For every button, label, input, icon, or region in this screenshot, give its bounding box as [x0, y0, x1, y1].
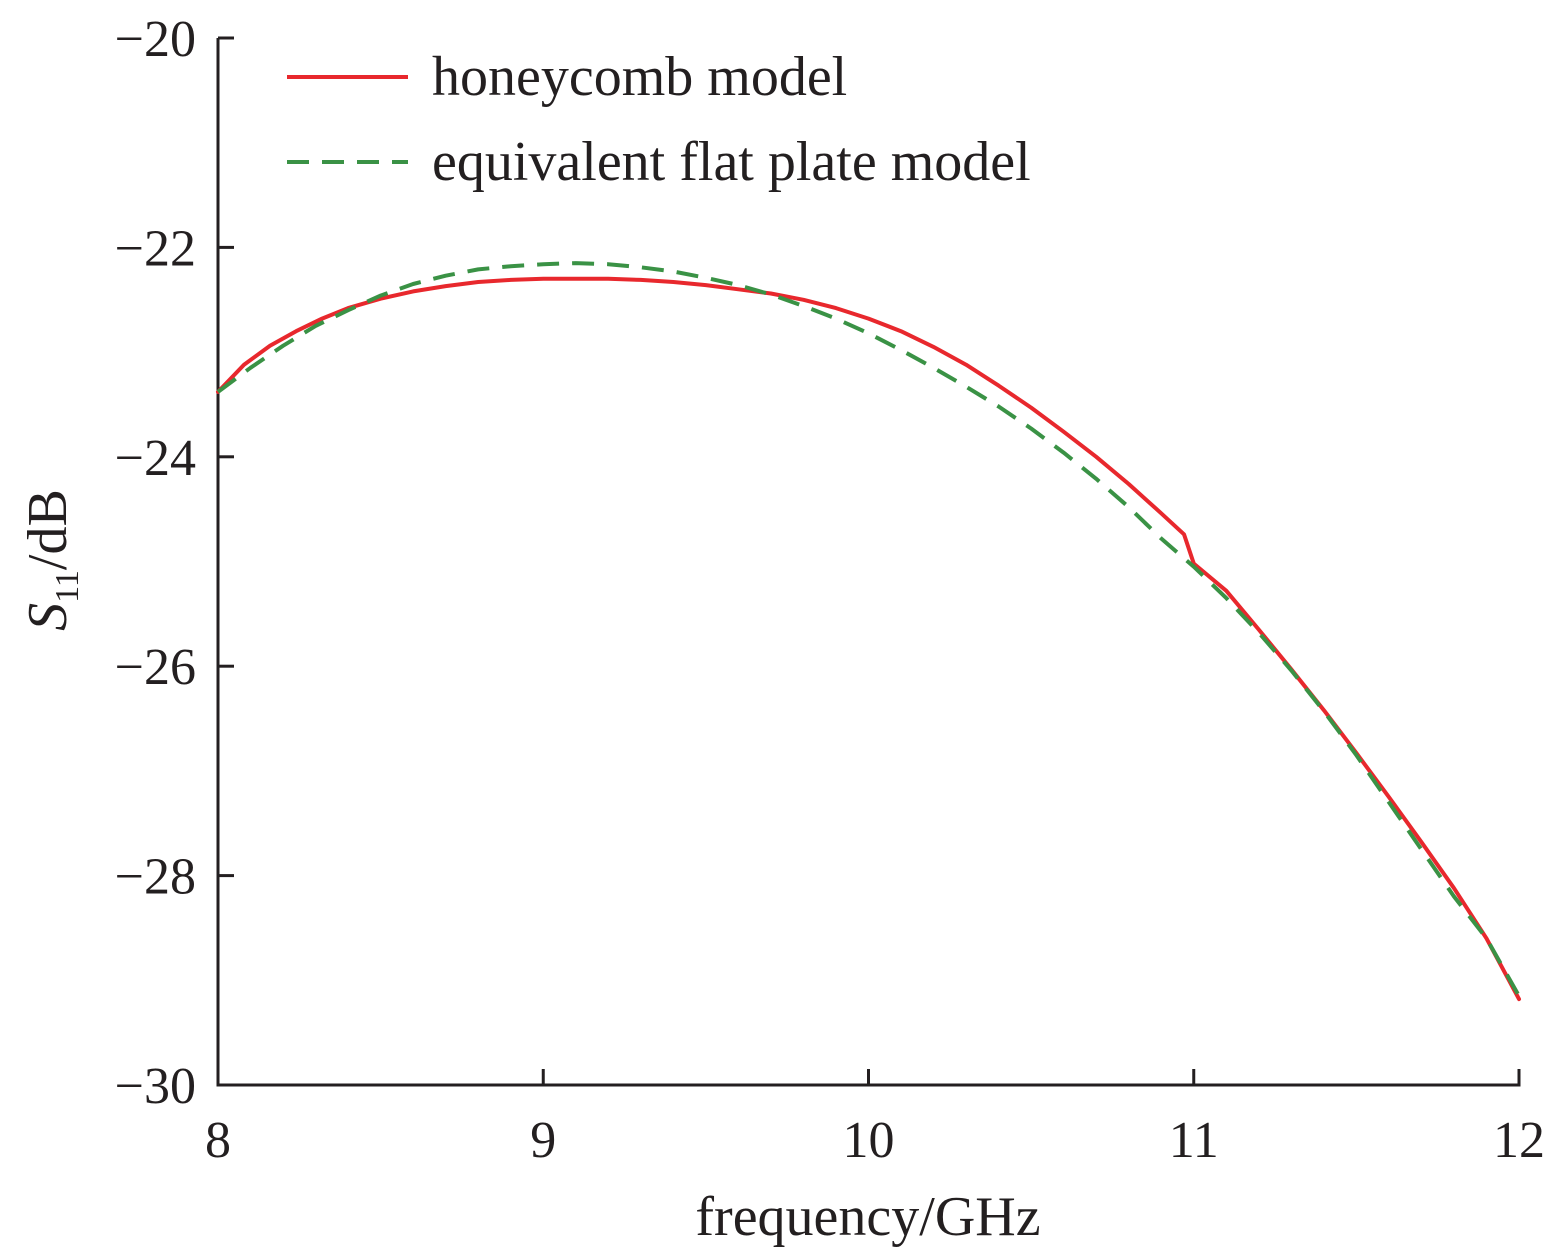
series-layer	[216, 261, 1521, 1002]
y-tick-label: −28	[115, 849, 196, 906]
x-tick-label: 9	[530, 1112, 556, 1169]
y-tick-label: −22	[115, 220, 196, 277]
series-line-1	[216, 276, 1521, 1002]
x-tick-label: 8	[205, 1112, 231, 1169]
legend-label-2: equivalent flat plate model	[432, 131, 1031, 193]
y-axis-symbol: S	[17, 603, 79, 631]
y-axis-subscript: 11	[49, 570, 86, 603]
x-tick-label: 10	[843, 1112, 895, 1169]
x-tick-label: 12	[1493, 1112, 1545, 1169]
series-line-2	[216, 261, 1521, 997]
y-axis-title: S11/dB	[17, 489, 86, 631]
y-axis-unit: /dB	[17, 489, 79, 570]
y-tick-label: −26	[115, 639, 196, 696]
y-tick-label: −24	[115, 430, 196, 487]
legend: honeycomb model equivalent flat plate mod…	[287, 46, 1031, 193]
x-tick-label: 11	[1169, 1112, 1219, 1169]
y-tick-label: −20	[115, 11, 196, 68]
x-axis-title: frequency/GHz	[695, 1186, 1040, 1248]
legend-label-1: honeycomb model	[432, 46, 847, 108]
axes: 8 9 10 11 12 −30 −28 −26 −24 −22 −20	[115, 11, 1545, 1169]
y-tick-label: −30	[115, 1058, 196, 1115]
